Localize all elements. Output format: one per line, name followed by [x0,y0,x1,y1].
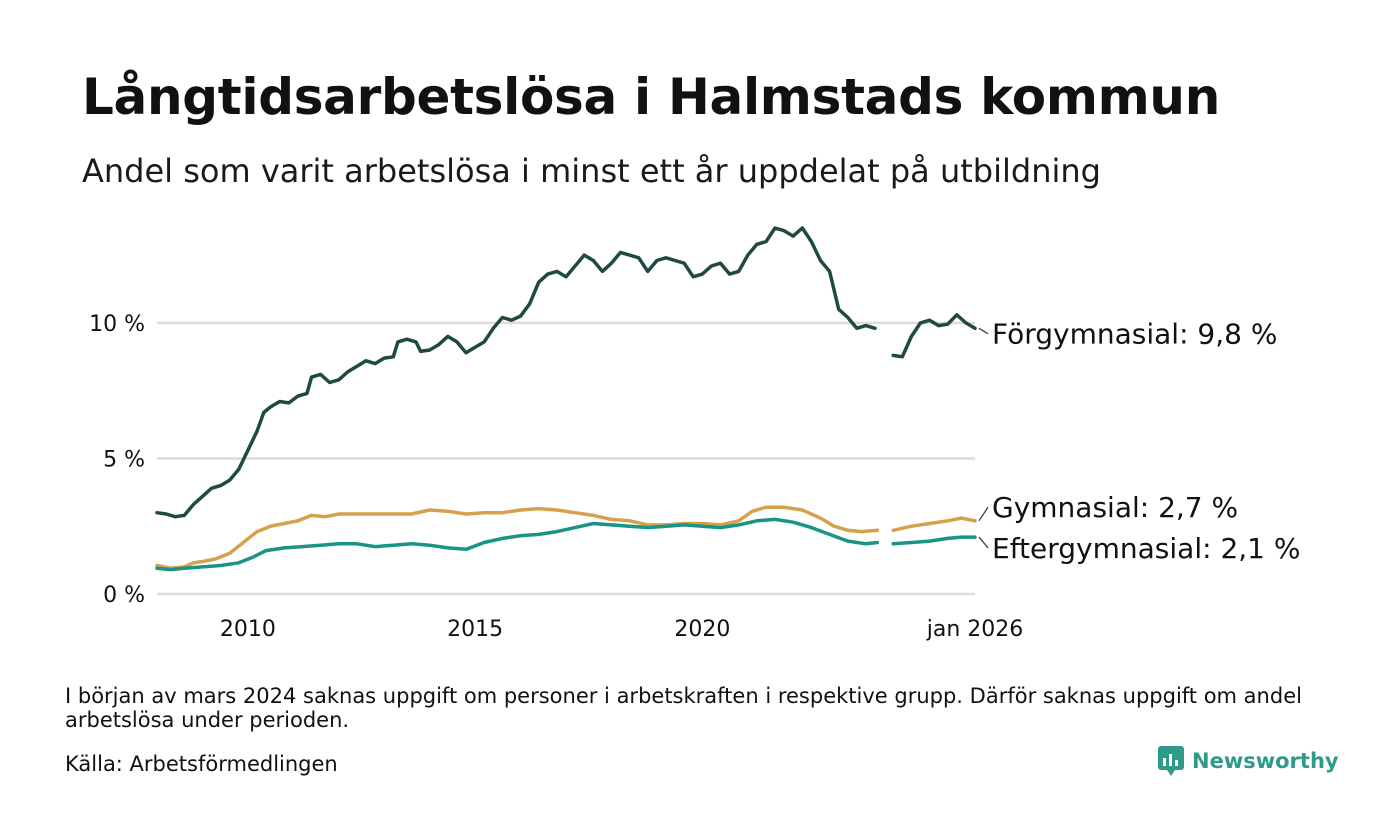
series-line-förgymnasial-segment-1 [891,313,977,359]
chart-title: Långtidsarbetslösa i Halmstads kommun [82,68,1221,126]
y-tick-label: 5 % [103,447,145,472]
brand-logo[interactable]: Newsworthy [1158,746,1339,776]
y-axis-ticks: 0 % 5 % 10 % [89,312,145,608]
newsworthy-logo-icon [1158,746,1184,776]
x-tick-label: 2020 [674,617,730,642]
chart-source: Källa: Arbetsförmedlingen [65,752,338,776]
brand-name: Newsworthy [1192,749,1339,773]
chart-footnote: I början av mars 2024 saknas uppgift om … [65,684,1302,732]
grid-layer [157,321,975,596]
series-label-gymnasial: Gymnasial: 2,7 % [992,491,1238,524]
line-chart: 0 % 5 % 10 % 2010 2015 2020 jan 2026 Förgymna… [89,226,1300,642]
series-line-gymnasial-segment-1 [891,516,977,533]
series-line-förgymnasial-segment-0 [155,226,877,519]
label-leader-eftergymnasial [978,536,989,549]
series-line-eftergymnasial-segment-1 [891,535,977,546]
label-leader-förgymnasial [978,327,989,335]
y-tick-label: 10 % [89,312,145,337]
series-label-förgymnasial: Förgymnasial: 9,8 % [992,318,1277,351]
x-tick-label: jan 2026 [926,617,1024,642]
series-label-eftergymnasial: Eftergymnasial: 2,1 % [992,532,1300,565]
chart-subtitle: Andel som varit arbetslösa i minst ett å… [82,152,1101,190]
y-tick-label: 0 % [103,583,145,608]
series-labels: Förgymnasial: 9,8 % Gymnasial: 2,7 % Efter… [978,318,1300,565]
x-axis-ticks: 2010 2015 2020 jan 2026 [220,617,1023,642]
x-tick-label: 2015 [447,617,503,642]
label-leader-gymnasial [978,506,989,522]
series-layer [155,226,977,572]
series-line-gymnasial-segment-0 [155,505,880,570]
x-tick-label: 2010 [220,617,276,642]
series-line-eftergymnasial-segment-0 [155,517,880,572]
